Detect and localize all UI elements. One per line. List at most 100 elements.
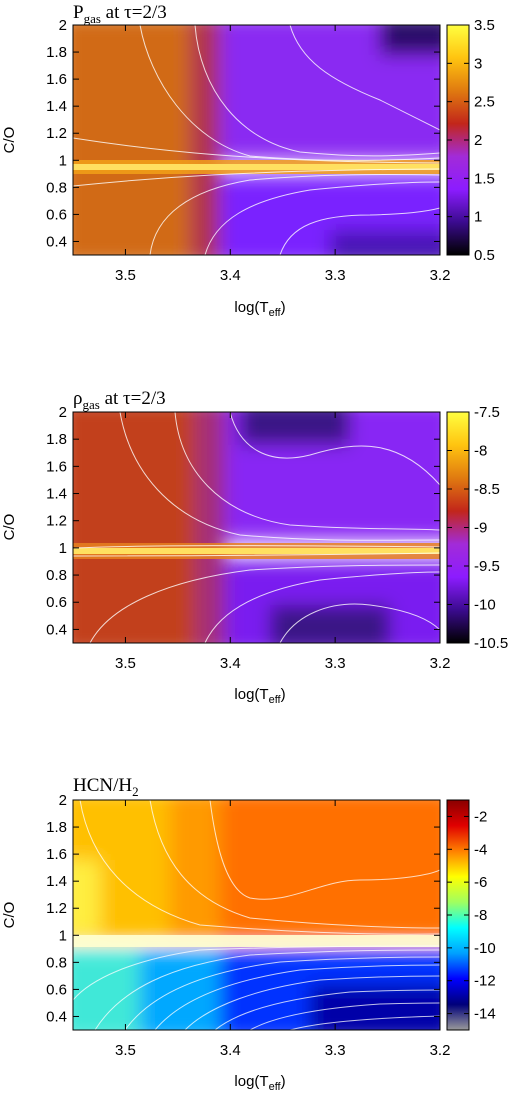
panel-rhogas: ρgas at τ=2/3: [1, 388, 508, 706]
y-tick-label: 0.6: [46, 206, 67, 223]
pgas-y-ticks: 0.4 0.6 0.8 1 1.2 1.4 1.6 1.8 2: [46, 17, 440, 250]
rhogas-y-label: C/O: [1, 514, 18, 541]
colorbar-tick-label: -10: [474, 597, 496, 614]
y-tick-label: 1.2: [46, 513, 67, 530]
colorbar-tick-label: -8: [474, 443, 487, 460]
x-tick-label: 3.5: [115, 655, 136, 672]
colorbar-tick-label: -9.5: [474, 558, 500, 575]
hcn-band-co1: [73, 935, 440, 947]
x-tick-label: 3.5: [115, 1042, 136, 1059]
y-tick-label: 0.4: [46, 1008, 67, 1025]
y-tick-label: 1.8: [46, 44, 67, 61]
y-tick-label: 1.2: [46, 900, 67, 917]
x-tick-label: 3.4: [220, 267, 241, 284]
panel-rhogas-title: ρgas at τ=2/3: [73, 388, 166, 412]
colorbar-tick-label: -9: [474, 520, 487, 537]
colorbar-tick-label: 1: [474, 209, 482, 226]
pgas-y-label: C/O: [1, 127, 18, 154]
y-tick-label: 1.6: [46, 71, 67, 88]
y-tick-label: 0.4: [46, 621, 67, 638]
hcn-x-label: log(Teff): [234, 1073, 285, 1093]
panel-rhogas-axes: 0.4 0.6 0.8 1 1.2 1.4 1.6 1.8 2 3.5 3.4 3.3 3.2 C/O…: [1, 404, 450, 706]
colorbar-tick-label: -10.5: [474, 635, 508, 652]
rhogas-region-dark-bottom: [270, 605, 390, 643]
hcn-y-label: C/O: [1, 902, 18, 929]
hcn-region-carbon-rich-cool: [220, 800, 440, 940]
rhogas-colorbar: -7.5 -8 -8.5 -9 -9.5 -10 -10.5: [446, 404, 508, 652]
colorbar-tick-label: 1.5: [474, 170, 495, 187]
colorbar-tick-label: 3.5: [474, 17, 495, 34]
y-tick-label: 0.8: [46, 954, 67, 971]
x-tick-label: 3.3: [325, 1042, 346, 1059]
colorbar-tick-label: -2: [474, 808, 487, 825]
colorbar-tick-label: 3: [474, 55, 482, 72]
pgas-region-bottom-right: [330, 230, 440, 255]
colorbar-tick-label: -4: [474, 841, 487, 858]
panel-hcn-title: HCN/H2: [73, 775, 139, 799]
panel-pgas-heatmap: [73, 25, 440, 255]
panel-pgas: Pgas at τ=2/3: [1, 2, 495, 319]
y-tick-label: 1: [59, 152, 67, 169]
hcn-contours: [73, 800, 440, 1030]
pgas-band-core: [73, 164, 440, 170]
x-tick-label: 3.2: [430, 1042, 451, 1059]
panel-rhogas-heatmap: [73, 412, 440, 643]
colorbar-tick-label: -8.5: [474, 481, 500, 498]
panel-pgas-axes: 0.4 0.6 0.8 1 1.2 1.4 1.6 1.8 2 3.5 3.4 3.3 3.2 C/O…: [1, 17, 450, 319]
rhogas-x-label: log(Teff): [234, 686, 285, 706]
pgas-x-label: log(Teff): [234, 299, 285, 319]
y-tick-label: 1.6: [46, 846, 67, 863]
y-tick-label: 1: [59, 540, 67, 557]
colorbar-tick-label: 0.5: [474, 247, 495, 264]
colorbar-tick-label: 2: [474, 132, 482, 149]
y-tick-label: 0.4: [46, 233, 67, 250]
colorbar-tick-label: -12: [474, 973, 496, 990]
x-tick-label: 3.2: [430, 655, 451, 672]
rhogas-region-dark-top: [240, 412, 350, 445]
y-tick-label: 0.6: [46, 594, 67, 611]
pgas-colorbar: 0.5 1 1.5 2 2.5 3 3.5: [446, 17, 495, 264]
x-tick-label: 3.3: [325, 267, 346, 284]
hcn-colorbar: -2 -4 -6 -8 -10 -12 -14: [446, 799, 496, 1031]
y-tick-label: 1: [59, 927, 67, 944]
y-tick-label: 1.4: [46, 486, 67, 503]
rhogas-y-ticks: 0.4 0.6 0.8 1 1.2 1.4 1.6 1.8 2: [46, 404, 440, 638]
hcn-region-hot-edge: [73, 860, 100, 935]
y-tick-label: 2: [59, 17, 67, 34]
x-tick-label: 3.2: [430, 267, 451, 284]
y-tick-label: 0.8: [46, 179, 67, 196]
pgas-x-ticks: 3.5 3.4 3.3 3.2: [115, 25, 450, 284]
x-tick-label: 3.4: [220, 1042, 241, 1059]
colorbar-tick-label: -7.5: [474, 404, 500, 421]
hcn-region-oxygen-rich-mid: [140, 950, 230, 1030]
colorbar-tick-label: -6: [474, 874, 487, 891]
colorbar-tick-label: -8: [474, 907, 487, 924]
colorbar-tick-label: -10: [474, 940, 496, 957]
hcn-region-deep-blue: [310, 985, 440, 1030]
y-tick-label: 2: [59, 404, 67, 421]
y-tick-label: 0.8: [46, 567, 67, 584]
y-tick-label: 1.2: [46, 125, 67, 142]
rhogas-x-ticks: 3.5 3.4 3.3 3.2: [115, 412, 450, 672]
y-tick-label: 1.8: [46, 819, 67, 836]
y-tick-label: 1.8: [46, 431, 67, 448]
y-tick-label: 0.6: [46, 981, 67, 998]
colorbar-tick-label: -14: [474, 1006, 496, 1023]
rhogas-contours: [73, 412, 440, 643]
rhogas-band-core: [73, 548, 440, 554]
y-tick-label: 1.6: [46, 458, 67, 475]
hcn-x-ticks: 3.5 3.4 3.3 3.2: [115, 800, 450, 1059]
panel-hcn: HCN/H2: [1, 775, 496, 1093]
x-tick-label: 3.5: [115, 267, 136, 284]
panel-hcn-axes: 0.4 0.6 0.8 1 1.2 1.4 1.6 1.8 2 3.5 3.4 3.3 3.2 C/O…: [1, 792, 450, 1093]
y-tick-label: 1.4: [46, 98, 67, 115]
panel-pgas-title: Pgas at τ=2/3: [73, 2, 167, 26]
colorbar-tick-label: 2.5: [474, 94, 495, 111]
panel-hcn-heatmap: [73, 800, 440, 1030]
pgas-region-dark-corner: [380, 25, 440, 55]
y-tick-label: 2: [59, 792, 67, 809]
rhogas-region-transition: [195, 412, 225, 643]
x-tick-label: 3.4: [220, 655, 241, 672]
pgas-region-transition: [190, 25, 220, 255]
